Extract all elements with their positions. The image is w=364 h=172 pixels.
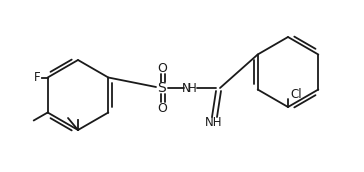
Text: Cl: Cl	[290, 89, 302, 101]
Text: F: F	[33, 71, 40, 84]
Text: N: N	[182, 82, 190, 94]
Text: O: O	[157, 101, 167, 115]
Text: NH: NH	[205, 116, 223, 130]
Text: S: S	[158, 81, 166, 95]
Text: O: O	[157, 62, 167, 74]
Text: H: H	[187, 82, 196, 94]
